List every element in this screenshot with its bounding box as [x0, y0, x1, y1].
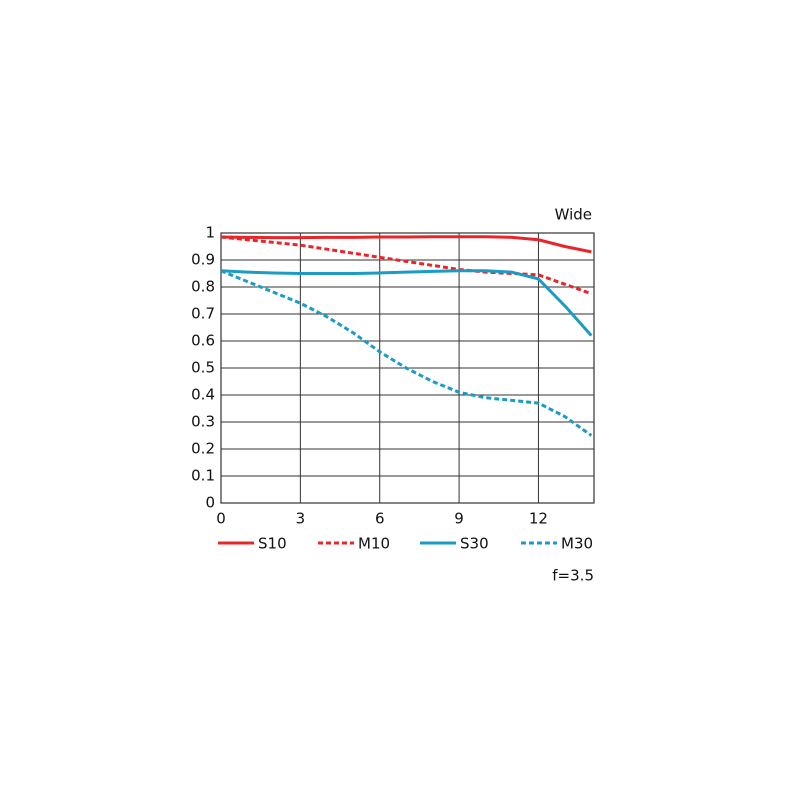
y-tick-label: 1 — [205, 224, 215, 242]
legend-label: S10 — [258, 535, 287, 553]
y-tick-label: 0.2 — [191, 440, 215, 458]
x-tick-label: 3 — [296, 510, 306, 528]
x-tick-label: 12 — [529, 510, 548, 528]
aperture-note: f=3.5 — [552, 567, 594, 585]
x-tick-label: 9 — [454, 510, 464, 528]
series-line — [220, 235, 592, 254]
x-tick-label: 6 — [375, 510, 385, 528]
y-tick-label: 0.8 — [191, 278, 215, 296]
legend-label: M10 — [358, 535, 390, 553]
y-tick-label: 0.3 — [191, 413, 215, 431]
legend-label: S30 — [460, 535, 489, 553]
chart-title: Wide — [555, 206, 592, 224]
y-tick-label: 0.4 — [191, 386, 215, 404]
series-line — [220, 269, 593, 437]
y-tick-label: 0.5 — [191, 359, 215, 377]
y-tick-label: 0.7 — [191, 305, 215, 323]
x-tick-label: 0 — [216, 510, 226, 528]
y-tick-label: 0.6 — [191, 332, 215, 350]
series-line — [220, 235, 592, 296]
y-tick-label: 0 — [205, 494, 215, 512]
series-line — [220, 269, 593, 337]
y-tick-label: 0.9 — [191, 251, 215, 269]
y-tick-label: 0.1 — [191, 467, 215, 485]
legend-label: M30 — [561, 535, 593, 553]
